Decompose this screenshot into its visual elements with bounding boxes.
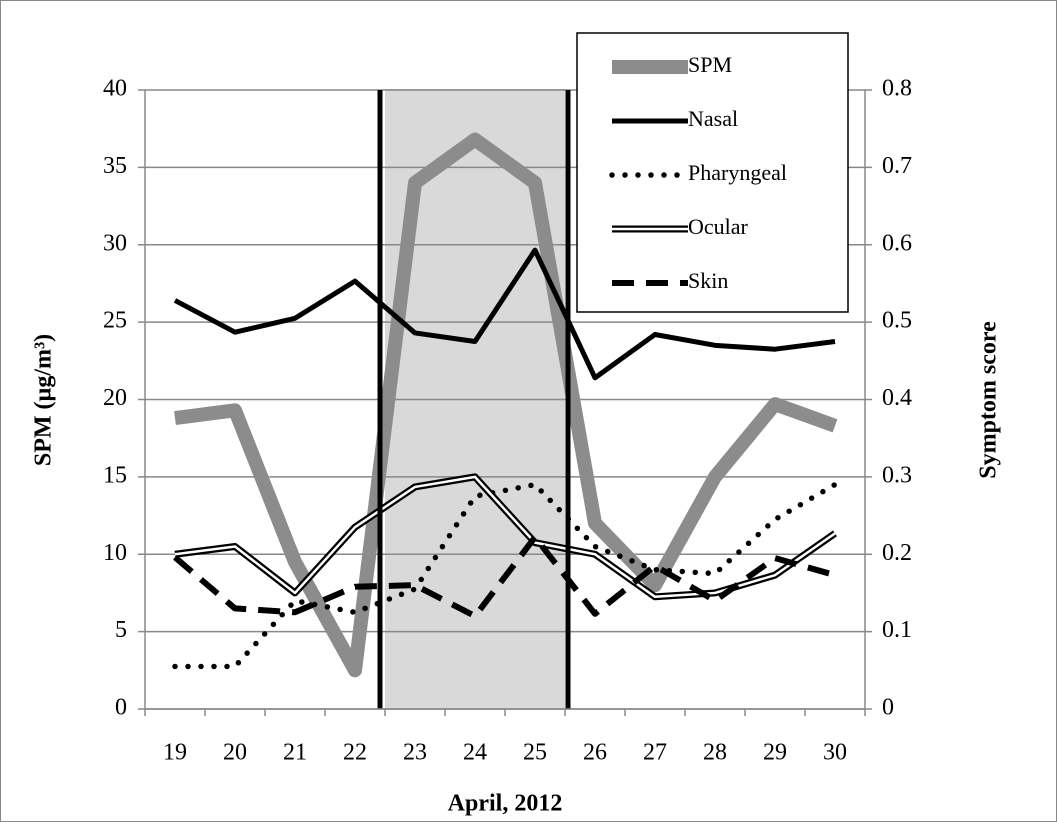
legend-label: SPM (688, 52, 732, 77)
y2-tick-label: 0.6 (882, 230, 912, 256)
x-tick-label: 27 (643, 740, 667, 766)
y-tick-label: 35 (103, 153, 127, 179)
y2-tick-label: 0.2 (882, 540, 912, 566)
x-tick-label: 21 (283, 740, 307, 766)
y2-tick-label: 0.7 (882, 153, 912, 179)
y2-tick-label: 0.8 (882, 76, 912, 102)
lines (172, 132, 838, 678)
y-tick-label: 15 (103, 462, 127, 488)
series-line (172, 481, 838, 670)
y-tick-label: 5 (115, 617, 127, 643)
series-line (174, 132, 838, 678)
y-axis-title: SPM (µg/m³) (31, 334, 57, 466)
x-tick-label: 24 (463, 740, 487, 766)
y2-tick-label: 0.1 (882, 617, 912, 643)
x-tick-label: 25 (523, 740, 547, 766)
x-tick-label: 29 (763, 740, 787, 766)
y2-axis-title: Symptom score (976, 321, 1002, 479)
x-tick-label: 23 (403, 740, 427, 766)
y-tick-label: 10 (103, 540, 127, 566)
y2-tick-label: 0.4 (882, 385, 912, 411)
series-line (173, 247, 836, 381)
y2-tick-label: 0.3 (882, 462, 912, 488)
x-tick-label: 28 (703, 740, 727, 766)
y-tick-label: 20 (103, 385, 127, 411)
y2-tick-label: 0.5 (882, 308, 912, 334)
x-tick-label: 30 (823, 740, 847, 766)
legend-label: Nasal (688, 106, 738, 131)
y-tick-label: 30 (103, 230, 127, 256)
series-line (173, 534, 836, 620)
legend-label: Ocular (688, 214, 749, 239)
x-tick-label: 22 (343, 740, 367, 766)
x-tick-label: 20 (223, 740, 247, 766)
x-tick-label: 26 (583, 740, 607, 766)
y-tick-label: 40 (103, 76, 127, 102)
y-tick-label: 25 (103, 308, 127, 334)
legend-label: Skin (688, 268, 728, 293)
legend (576, 32, 849, 313)
x-axis-title: April, 2012 (448, 791, 563, 817)
x-tick-label: 19 (163, 740, 187, 766)
legend-entries: SPM Nasal Pharyngeal Ocular Skin (609, 52, 787, 293)
y2-tick-label: 0 (882, 695, 894, 721)
y-tick-label: 0 (115, 695, 127, 721)
legend-label: Pharyngeal (688, 160, 787, 185)
